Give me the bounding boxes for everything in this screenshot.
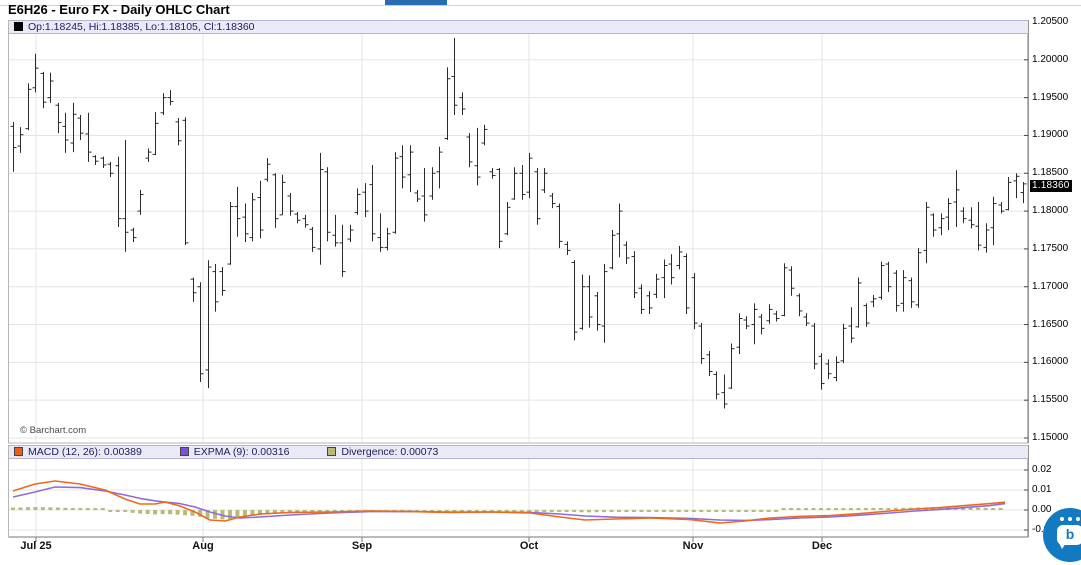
logo-chat-bubble-tail-icon bbox=[1059, 543, 1066, 549]
ohlc-series-swatch bbox=[14, 21, 23, 31]
ohlc-readout: Op:1.18245, Hi:1.18385, Lo:1.18105, Cl:1… bbox=[28, 21, 255, 33]
logo-dot-icon bbox=[1068, 517, 1072, 521]
macd-swatch bbox=[14, 446, 23, 456]
price-info-bar: Op:1.18245, Hi:1.18385, Lo:1.18105, Cl:1… bbox=[9, 20, 1028, 34]
macd-info-bar: MACD (12, 26): 0.00389 EXPMA (9): 0.0031… bbox=[9, 445, 1028, 459]
logo-chat-bubble-icon bbox=[1057, 525, 1081, 545]
macd-legend-label: MACD (12, 26): 0.00389 bbox=[28, 446, 142, 458]
logo-dot-icon bbox=[1060, 517, 1064, 521]
top-tab bbox=[385, 0, 447, 5]
divergence-swatch bbox=[327, 446, 337, 456]
last-price-flag: 1.18360 bbox=[1030, 180, 1072, 192]
top-divider bbox=[0, 5, 1081, 6]
logo-dot-icon bbox=[1076, 517, 1080, 521]
legend-item-expma: EXPMA (9): 0.00316 bbox=[175, 446, 290, 458]
logo-b-letter: b bbox=[1065, 526, 1075, 542]
expma-legend-label: EXPMA (9): 0.00316 bbox=[193, 446, 290, 458]
chart-title: E6H26 - Euro FX - Daily OHLC Chart bbox=[8, 2, 230, 17]
legend-item-macd: MACD (12, 26): 0.00389 bbox=[9, 446, 142, 458]
divergence-legend-label: Divergence: 0.00073 bbox=[341, 446, 439, 458]
copyright-watermark: © Barchart.com bbox=[20, 425, 87, 436]
legend-item-divergence: Divergence: 0.00073 bbox=[322, 446, 438, 458]
barchart-logo[interactable]: b bbox=[1043, 508, 1081, 562]
expma-swatch bbox=[179, 446, 189, 456]
